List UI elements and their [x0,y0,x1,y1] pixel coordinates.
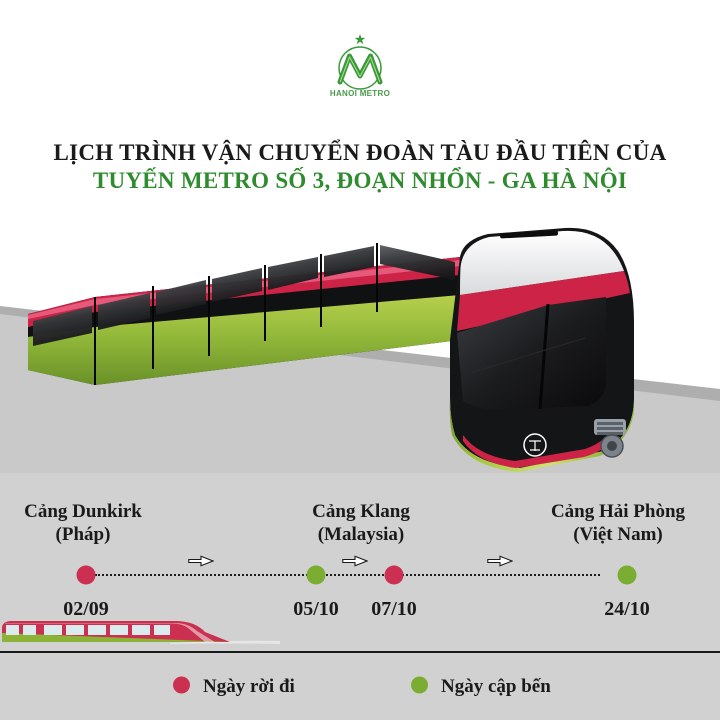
svg-text:HANOI METRO: HANOI METRO [330,89,390,98]
